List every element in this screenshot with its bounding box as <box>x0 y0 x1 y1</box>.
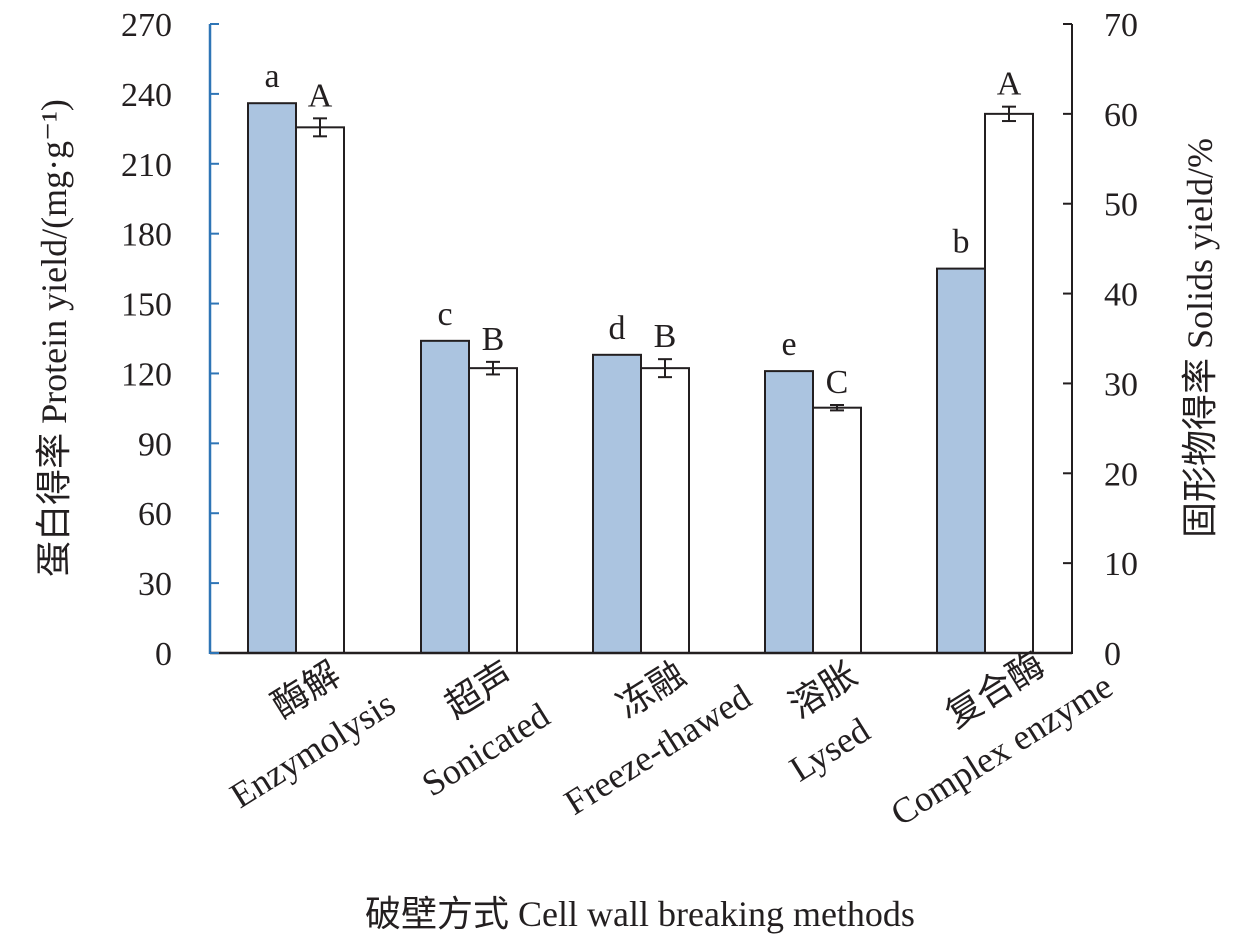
left-tick-label: 210 <box>121 147 172 184</box>
left-tick-label: 120 <box>121 356 172 393</box>
x-tick-label-en: Lysed <box>783 710 877 789</box>
sig-letter-protein: a <box>264 58 279 95</box>
y-axis-title-right: 固形物得率 Solids yield/% <box>1180 138 1220 538</box>
right-y-ticks: 0 10 20 30 40 50 60 70 <box>1063 7 1138 673</box>
axes <box>208 24 1073 655</box>
left-y-ticks: 0 30 60 90 120 150 180 210 240 270 <box>121 7 219 673</box>
right-tick-label: 30 <box>1104 366 1138 403</box>
error-bars <box>313 105 1016 412</box>
x-tick-label-en: Sonicated <box>415 695 557 804</box>
left-tick-label: 180 <box>121 217 172 254</box>
sig-letter-solids: C <box>826 364 849 401</box>
right-tick-label: 10 <box>1104 546 1138 583</box>
solids-bar <box>295 126 345 655</box>
sig-letter-protein: b <box>953 224 970 261</box>
right-tick-label: 60 <box>1104 97 1138 134</box>
sig-letter-solids: A <box>997 66 1022 103</box>
protein-bar <box>420 339 470 654</box>
left-tick-label: 0 <box>155 636 172 673</box>
sig-letter-solids: B <box>482 321 505 358</box>
sig-letter-protein: d <box>609 310 626 347</box>
solids-series <box>295 112 1034 655</box>
right-tick-label: 50 <box>1104 187 1138 224</box>
solids-bar <box>812 406 862 654</box>
right-tick-label: 20 <box>1104 456 1138 493</box>
left-tick-label: 270 <box>121 7 172 44</box>
protein-bar <box>592 353 642 654</box>
right-tick-label: 70 <box>1104 7 1138 44</box>
sig-letter-protein: e <box>781 326 796 363</box>
left-tick-label: 240 <box>121 77 172 114</box>
x-axis-title: 破壁方式 Cell wall breaking methods <box>365 894 915 934</box>
protein-bar <box>764 370 814 654</box>
left-tick-label: 60 <box>138 496 172 533</box>
right-tick-label: 0 <box>1104 636 1121 673</box>
y-axis-title-left: 蛋白得率 Protein yield/(mg·g⁻¹) <box>34 99 74 577</box>
right-tick-label: 40 <box>1104 277 1138 314</box>
protein-bar <box>247 102 297 655</box>
sig-letter-solids: B <box>654 318 677 355</box>
protein-series <box>247 102 986 655</box>
solids-bar <box>468 367 518 654</box>
left-tick-label: 150 <box>121 287 172 324</box>
left-tick-label: 30 <box>138 566 172 603</box>
sig-letter-solids: A <box>308 77 333 114</box>
protein-bar <box>936 267 986 654</box>
left-tick-label: 90 <box>138 426 172 463</box>
solids-bar <box>984 112 1034 655</box>
sig-letter-protein: c <box>437 296 452 333</box>
solids-bar <box>640 367 690 654</box>
